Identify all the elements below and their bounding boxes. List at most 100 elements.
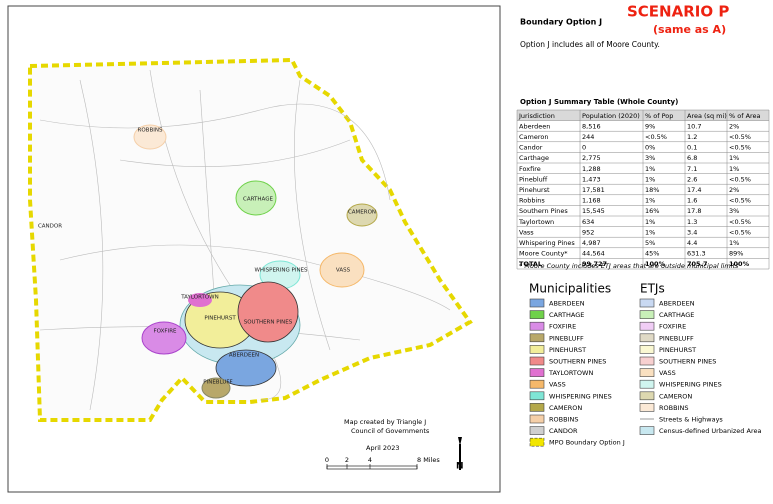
legend-swatch	[529, 310, 545, 319]
legend-swatch	[639, 368, 655, 377]
description: Option J includes all of Moore County.	[520, 40, 660, 49]
legend-label: FOXFIRE	[659, 323, 686, 331]
table-cell: 0.1	[687, 144, 697, 152]
legend-label: CARTHAGE	[659, 311, 694, 319]
table-cell: 1,288	[582, 165, 601, 173]
table-cell: 100%	[645, 260, 666, 268]
date: April 2023	[366, 444, 399, 452]
map-label: CAMERON	[348, 210, 376, 216]
table-header: % of Pop	[645, 112, 673, 120]
table-cell: 1,473	[582, 175, 601, 183]
table-cell: 0%	[645, 144, 655, 152]
map-label: VASS	[336, 268, 351, 274]
table-cell: 1%	[729, 154, 739, 162]
table-cell: 17.8	[687, 207, 701, 215]
scale-bar	[326, 465, 418, 470]
title: Boundary Option J	[520, 18, 602, 27]
map	[28, 57, 473, 470]
table-cell: <0.5%	[729, 144, 751, 152]
legend-label: SOUTHERN PINES	[549, 358, 606, 366]
legend-swatch	[639, 298, 655, 308]
map-label: PINEHURST	[204, 316, 236, 322]
legend-swatch	[529, 356, 545, 366]
table-cell: 1%	[645, 228, 655, 236]
table-cell: 1%	[645, 175, 655, 183]
scale-label: 2	[345, 456, 349, 464]
table-cell: 45%	[645, 250, 659, 258]
legend-swatch	[639, 379, 655, 389]
table-cell: Robbins	[519, 197, 545, 205]
legend-label: VASS	[659, 369, 676, 377]
table-cell: <0.5%	[645, 133, 667, 141]
dynamic: Jurisdiction Population (2020) % of Pop Are…	[38, 109, 770, 469]
table-cell: 3.4	[687, 228, 697, 236]
scale-label: 0	[325, 456, 329, 464]
map-frame	[7, 5, 501, 493]
legend-title: ETJs	[640, 282, 665, 296]
table-cell: Southern Pines	[519, 207, 568, 215]
legend-label: CARTHAGE	[549, 311, 584, 319]
table-cell: 4.4	[687, 239, 697, 247]
table-cell: 6.8	[687, 154, 697, 162]
map-label: TAYLORTOWN	[180, 295, 219, 301]
table-cell: 244	[582, 133, 594, 141]
map-label: CANDOR	[38, 224, 62, 230]
table-cell: Taylortown	[518, 218, 554, 226]
legend-swatch	[529, 368, 545, 377]
credit: Map created by Triangle J	[344, 418, 426, 426]
map-label: WHISPERING PINES	[254, 268, 308, 274]
legend-swatch	[639, 426, 655, 435]
table-cell: Aberdeen	[519, 122, 550, 130]
legend-swatch	[639, 403, 655, 412]
table-cell: Foxfire	[519, 165, 541, 173]
table-cell: 1,168	[582, 197, 601, 205]
table-cell: 17,581	[582, 186, 605, 194]
table-cell: 634	[582, 218, 594, 226]
table-cell: 2.6	[687, 175, 697, 183]
north-label: N	[456, 462, 464, 472]
legend-swatch	[529, 403, 545, 412]
table-cell: 1%	[645, 197, 655, 205]
legend-swatch	[639, 391, 655, 401]
table-cell: 44,564	[582, 250, 605, 258]
table-cell: <0.5%	[729, 175, 751, 183]
legend-swatch	[529, 333, 545, 343]
legend-label: CAMERON	[659, 392, 692, 400]
legend-swatch	[639, 345, 655, 354]
legend-label: VASS	[549, 381, 566, 389]
table-cell: 17.4	[687, 186, 701, 194]
table-cell: <0.5%	[729, 228, 751, 236]
credit: Council of Governments	[351, 427, 430, 435]
table-cell: 1.2	[687, 133, 697, 141]
legend-label: ABERDEEN	[659, 300, 695, 308]
legend-label: ABERDEEN	[549, 300, 585, 308]
table-cell: 89%	[729, 250, 743, 258]
scale-label: 4	[368, 456, 372, 464]
legend-swatch	[529, 298, 545, 308]
legend-swatch	[639, 310, 655, 319]
table-cell: Carthage	[519, 154, 549, 162]
scenario: SCENARIO P	[627, 3, 729, 21]
table-cell: Vass	[519, 228, 534, 236]
legend-swatch	[529, 437, 545, 447]
table-cell: 952	[582, 228, 594, 236]
table-cell: 3%	[645, 154, 655, 162]
table-cell: Pinehurst	[519, 186, 550, 194]
table-cell: 3%	[729, 207, 739, 215]
table-cell: 99,727	[582, 260, 607, 268]
legend-swatch	[529, 391, 545, 401]
table-cell: <0.5%	[729, 197, 751, 205]
legend-swatch	[639, 321, 655, 331]
map-label: ROBBINS	[138, 128, 163, 134]
table-cell: 1%	[729, 165, 739, 173]
legend-label: Streets & Highways	[659, 416, 723, 424]
table-cell: 1%	[645, 218, 655, 226]
table-header: Jurisdiction	[518, 112, 555, 120]
map-label: CARTHAGE	[243, 197, 273, 203]
legend-label: CAMERON	[549, 404, 582, 412]
table-cell: 16%	[645, 207, 659, 215]
table-cell: 705.7	[687, 260, 708, 268]
table-cell: Candor	[519, 144, 543, 152]
